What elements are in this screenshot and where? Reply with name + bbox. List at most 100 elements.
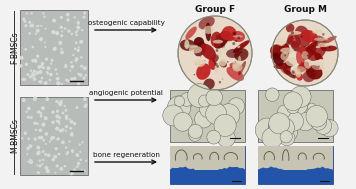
Circle shape	[290, 31, 294, 35]
Circle shape	[37, 111, 38, 113]
Circle shape	[66, 126, 68, 128]
Circle shape	[41, 77, 43, 79]
Circle shape	[74, 169, 75, 171]
Circle shape	[58, 120, 60, 122]
Circle shape	[34, 122, 36, 124]
Circle shape	[78, 74, 79, 75]
Circle shape	[46, 82, 47, 83]
Ellipse shape	[315, 53, 321, 60]
Circle shape	[76, 154, 79, 156]
Circle shape	[237, 36, 240, 39]
Circle shape	[38, 25, 39, 26]
Circle shape	[37, 55, 39, 57]
Ellipse shape	[211, 32, 222, 47]
Circle shape	[61, 35, 63, 37]
Circle shape	[45, 28, 46, 29]
Circle shape	[43, 67, 44, 68]
Circle shape	[20, 57, 23, 59]
Circle shape	[61, 16, 62, 18]
Circle shape	[66, 147, 67, 148]
Circle shape	[32, 74, 33, 75]
Circle shape	[74, 77, 76, 80]
Circle shape	[46, 170, 49, 173]
Circle shape	[269, 113, 290, 134]
Circle shape	[75, 58, 78, 60]
Circle shape	[73, 55, 74, 56]
Circle shape	[62, 129, 64, 131]
Ellipse shape	[307, 48, 323, 59]
Circle shape	[84, 170, 85, 172]
Circle shape	[58, 138, 59, 139]
Circle shape	[219, 81, 221, 83]
Circle shape	[200, 100, 217, 118]
Circle shape	[71, 78, 73, 80]
Circle shape	[29, 33, 30, 34]
Ellipse shape	[184, 40, 189, 49]
Circle shape	[41, 63, 43, 65]
Ellipse shape	[293, 66, 306, 74]
Circle shape	[56, 165, 58, 167]
Circle shape	[64, 166, 66, 167]
Circle shape	[23, 99, 25, 101]
Ellipse shape	[221, 43, 225, 48]
Circle shape	[67, 152, 68, 153]
Circle shape	[39, 165, 41, 167]
Circle shape	[300, 36, 303, 38]
Circle shape	[53, 19, 55, 22]
Circle shape	[58, 102, 61, 104]
Circle shape	[45, 154, 47, 155]
Circle shape	[66, 79, 68, 81]
Bar	[170, 90, 245, 142]
Circle shape	[30, 26, 31, 27]
Circle shape	[34, 59, 37, 62]
Circle shape	[57, 110, 58, 112]
Circle shape	[42, 123, 45, 126]
Circle shape	[64, 106, 65, 107]
Text: M-BMSCs: M-BMSCs	[10, 119, 20, 153]
Circle shape	[272, 20, 338, 86]
Circle shape	[69, 141, 70, 142]
Circle shape	[47, 73, 48, 74]
Ellipse shape	[238, 61, 246, 75]
Ellipse shape	[226, 67, 244, 81]
Circle shape	[46, 98, 48, 100]
Bar	[20, 97, 88, 175]
Circle shape	[269, 120, 283, 134]
Circle shape	[78, 162, 80, 165]
Circle shape	[216, 65, 219, 68]
Circle shape	[61, 48, 62, 50]
Circle shape	[75, 42, 77, 43]
Circle shape	[56, 101, 57, 102]
Circle shape	[27, 74, 29, 75]
Circle shape	[37, 165, 38, 166]
Circle shape	[30, 70, 32, 71]
Circle shape	[178, 16, 252, 90]
Ellipse shape	[214, 31, 229, 49]
Circle shape	[62, 112, 64, 114]
Ellipse shape	[219, 59, 226, 66]
Ellipse shape	[272, 53, 283, 66]
Ellipse shape	[233, 40, 250, 53]
Circle shape	[281, 124, 297, 141]
Circle shape	[188, 124, 203, 139]
Circle shape	[266, 88, 279, 101]
Circle shape	[61, 83, 62, 84]
Ellipse shape	[194, 60, 205, 67]
Circle shape	[32, 60, 34, 62]
Circle shape	[38, 151, 40, 153]
Circle shape	[33, 78, 36, 80]
Circle shape	[44, 42, 45, 43]
Ellipse shape	[199, 17, 215, 29]
Ellipse shape	[273, 63, 293, 69]
Circle shape	[64, 28, 66, 29]
Circle shape	[75, 31, 76, 32]
Circle shape	[283, 92, 302, 111]
Circle shape	[322, 33, 325, 36]
Circle shape	[227, 61, 229, 63]
Ellipse shape	[319, 67, 326, 70]
Circle shape	[163, 105, 184, 126]
Circle shape	[318, 65, 320, 67]
Circle shape	[65, 109, 67, 111]
Circle shape	[43, 13, 44, 14]
Circle shape	[240, 51, 242, 53]
